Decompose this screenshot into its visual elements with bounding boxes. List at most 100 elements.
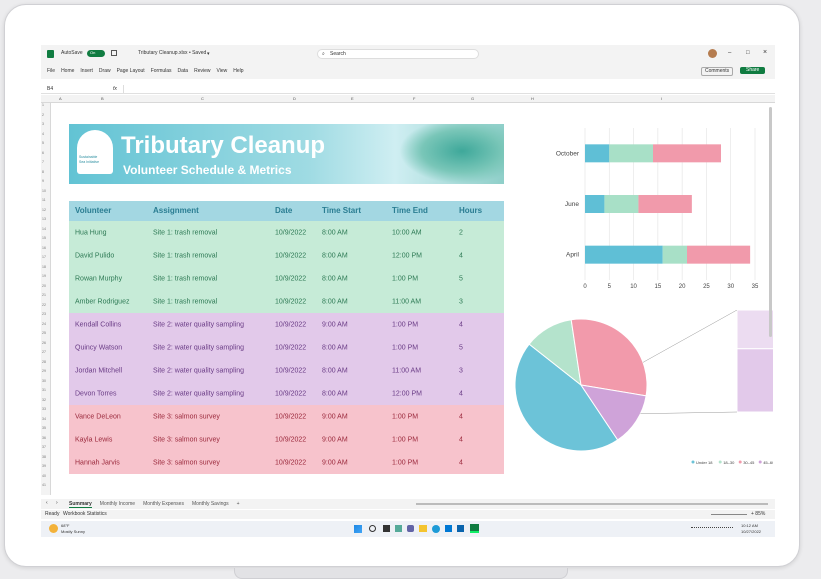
row-header[interactable]: 29 (42, 369, 46, 373)
table-cell[interactable]: Site 2: water quality sampling (153, 367, 245, 374)
table-cell[interactable]: 10/9/2022 (275, 344, 307, 351)
row-header[interactable]: 41 (42, 483, 46, 487)
formula-input[interactable] (123, 85, 769, 93)
row-header[interactable]: 19 (42, 274, 46, 278)
prev-sheet-icon[interactable]: ‹ (46, 500, 48, 506)
edge-icon[interactable] (432, 525, 440, 533)
table-row[interactable]: Quincy Watson Site 2: water quality sampl… (69, 336, 504, 359)
row-header[interactable]: 35 (42, 426, 46, 430)
vertical-scrollbar[interactable] (769, 107, 772, 337)
column-header[interactable]: I (661, 96, 663, 101)
row-header[interactable]: 20 (42, 283, 46, 288)
horizontal-scrollbar[interactable] (416, 503, 768, 505)
menu-item[interactable]: File (47, 68, 56, 74)
row-header[interactable]: 15 (42, 236, 46, 240)
chat-icon[interactable] (407, 525, 414, 532)
sheet-tab[interactable]: Summary (69, 501, 92, 508)
table-row[interactable]: Kendall Collins Site 2: water quality sam… (69, 313, 504, 336)
table-cell[interactable]: 4 (459, 413, 463, 420)
table-cell[interactable]: Rowan Murphy (75, 275, 123, 282)
table-cell[interactable]: Site 3: salmon survey (153, 436, 220, 443)
sheet-tab[interactable]: Monthly Savings (191, 501, 229, 507)
menu-item[interactable]: Home (61, 68, 75, 74)
excel-taskbar-icon[interactable] (470, 524, 479, 533)
row-header[interactable]: 24 (42, 321, 46, 326)
bar-chart[interactable]: 05101520253035OctoberJuneAprilJohnson Cr… (511, 120, 773, 295)
row-header[interactable]: 30 (42, 378, 46, 383)
weather-icon[interactable] (49, 524, 58, 533)
save-icon[interactable] (111, 50, 117, 56)
table-cell[interactable]: Site 1: trash removal (153, 252, 218, 259)
row-header[interactable]: 12 (42, 207, 46, 212)
zoom-level[interactable]: + 85% (751, 511, 766, 517)
column-header[interactable]: D (293, 96, 296, 101)
column-header[interactable]: H (531, 96, 534, 101)
row-header[interactable]: 38 (42, 454, 46, 459)
row-header[interactable]: 18 (42, 264, 46, 269)
table-cell[interactable]: Devon Torres (75, 390, 117, 397)
table-cell[interactable]: 1:00 PM (392, 344, 419, 351)
row-header[interactable]: 23 (42, 312, 46, 316)
fx-icon[interactable]: fx (113, 86, 117, 92)
table-cell[interactable]: 5 (459, 275, 463, 282)
table-cell[interactable]: 4 (459, 436, 463, 443)
widgets-icon[interactable] (395, 525, 402, 532)
table-cell[interactable]: 10/9/2022 (275, 321, 307, 328)
menu-item[interactable]: View (216, 68, 228, 74)
table-cell[interactable]: Site 2: water quality sampling (153, 390, 245, 397)
table-cell[interactable]: 1:00 PM (392, 321, 419, 328)
table-cell[interactable]: 9:00 AM (322, 459, 348, 466)
column-header[interactable]: C (201, 96, 204, 101)
table-row[interactable]: Kayla Lewis Site 3: salmon survey 10/9/202… (69, 428, 504, 451)
table-cell[interactable]: 4 (459, 459, 463, 466)
row-header[interactable]: 6 (42, 150, 44, 155)
start-icon[interactable] (354, 525, 362, 533)
close-button[interactable]: × (763, 49, 768, 56)
table-row[interactable]: Vance DeLeon Site 3: salmon survey 10/9/20… (69, 405, 504, 428)
row-header[interactable]: 22 (42, 302, 46, 307)
menu-item[interactable]: Formulas (150, 68, 172, 74)
table-cell[interactable]: Hua Hung (75, 229, 107, 236)
next-sheet-icon[interactable]: › (56, 500, 58, 506)
menu-item[interactable]: Data (177, 68, 189, 74)
table-cell[interactable]: Vance DeLeon (75, 413, 121, 420)
table-cell[interactable]: 10/9/2022 (275, 390, 307, 397)
row-header[interactable]: 21 (42, 293, 46, 297)
table-cell[interactable]: 9:00 AM (322, 436, 348, 443)
menu-item[interactable]: Insert (80, 68, 93, 74)
row-header[interactable]: 2 (42, 112, 44, 117)
clock-time[interactable]: 10:12 AM (741, 523, 758, 528)
column-header[interactable]: F (413, 96, 416, 101)
file-name[interactable]: Tributary Cleanup.xlsx • Saved (138, 50, 207, 56)
row-header[interactable]: 27 (42, 350, 46, 354)
table-cell[interactable]: 10/9/2022 (275, 367, 307, 374)
table-cell[interactable]: Site 1: trash removal (153, 275, 218, 282)
table-cell[interactable]: Kayla Lewis (75, 436, 113, 443)
add-sheet-button[interactable]: + (236, 501, 240, 507)
column-header[interactable]: B (101, 96, 104, 101)
table-cell[interactable]: 8:00 AM (322, 275, 348, 282)
table-cell[interactable]: David Pulido (75, 252, 115, 259)
search-icon[interactable] (369, 525, 376, 532)
table-cell[interactable]: Site 3: salmon survey (153, 459, 220, 466)
row-header[interactable]: 3 (42, 122, 44, 126)
table-cell[interactable]: Hannah Jarvis (75, 459, 120, 466)
table-cell[interactable]: 8:00 AM (322, 344, 348, 351)
table-row[interactable]: Amber Rodriguez Site 1: trash removal 10/9… (69, 290, 504, 313)
menu-item[interactable]: Draw (98, 68, 111, 74)
table-cell[interactable]: 10/9/2022 (275, 229, 307, 236)
table-cell[interactable]: 9:00 AM (322, 413, 348, 420)
table-cell[interactable]: 10/9/2022 (275, 413, 307, 420)
name-box[interactable]: B4 (47, 86, 54, 92)
column-header[interactable]: G (471, 96, 475, 101)
column-header[interactable]: E (351, 96, 354, 101)
table-cell[interactable]: 5 (459, 344, 463, 351)
store-icon[interactable] (445, 525, 452, 532)
maximize-button[interactable]: □ (746, 50, 750, 56)
row-header[interactable]: 16 (42, 245, 46, 250)
table-cell[interactable]: 3 (459, 298, 463, 305)
table-cell[interactable]: 3 (459, 367, 463, 374)
table-cell[interactable]: 4 (459, 321, 463, 328)
sheet-tab[interactable]: Monthly Income (99, 501, 136, 507)
